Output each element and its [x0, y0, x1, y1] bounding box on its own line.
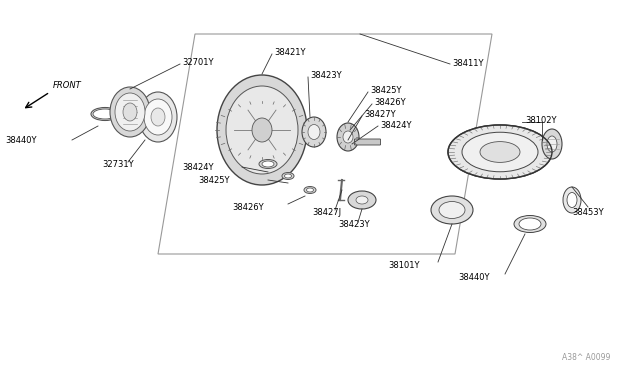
- Ellipse shape: [304, 186, 316, 193]
- Text: 38427J: 38427J: [312, 208, 341, 217]
- Ellipse shape: [431, 196, 473, 224]
- Ellipse shape: [110, 87, 150, 137]
- Text: 38102Y: 38102Y: [525, 115, 557, 125]
- Text: 32731Y: 32731Y: [102, 160, 134, 169]
- Ellipse shape: [91, 108, 119, 121]
- FancyBboxPatch shape: [355, 139, 381, 145]
- Ellipse shape: [217, 75, 307, 185]
- Ellipse shape: [567, 192, 577, 208]
- Ellipse shape: [542, 129, 562, 159]
- Text: 38411Y: 38411Y: [452, 58, 483, 67]
- Ellipse shape: [93, 109, 117, 119]
- Ellipse shape: [439, 202, 465, 218]
- Ellipse shape: [115, 93, 145, 131]
- Text: 38424Y: 38424Y: [182, 163, 214, 171]
- Text: 38421Y: 38421Y: [274, 48, 305, 57]
- Text: FRONT: FRONT: [53, 81, 82, 90]
- Ellipse shape: [139, 92, 177, 142]
- Text: 38440Y: 38440Y: [458, 273, 490, 282]
- Text: 38425Y: 38425Y: [370, 86, 401, 94]
- Ellipse shape: [448, 125, 552, 179]
- Ellipse shape: [480, 142, 520, 163]
- Text: 38426Y: 38426Y: [374, 97, 406, 106]
- Ellipse shape: [252, 118, 272, 142]
- Ellipse shape: [348, 191, 376, 209]
- Text: 38423Y: 38423Y: [310, 71, 342, 80]
- Ellipse shape: [514, 215, 546, 232]
- Ellipse shape: [282, 173, 294, 180]
- Ellipse shape: [563, 187, 581, 213]
- Ellipse shape: [308, 125, 320, 140]
- Text: 38453Y: 38453Y: [572, 208, 604, 217]
- Ellipse shape: [343, 131, 353, 143]
- Ellipse shape: [307, 188, 314, 192]
- Text: 38425Y: 38425Y: [198, 176, 230, 185]
- Text: 38426Y: 38426Y: [232, 202, 264, 212]
- Ellipse shape: [462, 132, 538, 172]
- Ellipse shape: [356, 196, 368, 204]
- Text: 38423Y: 38423Y: [338, 219, 370, 228]
- Text: A38^ A0099: A38^ A0099: [562, 353, 610, 362]
- Ellipse shape: [262, 161, 274, 167]
- Text: 38424Y: 38424Y: [380, 121, 412, 129]
- Ellipse shape: [285, 174, 291, 178]
- Ellipse shape: [151, 108, 165, 126]
- Ellipse shape: [302, 117, 326, 147]
- Text: 38101Y: 38101Y: [388, 260, 419, 269]
- Text: 38427Y: 38427Y: [364, 109, 396, 119]
- Text: 32701Y: 32701Y: [182, 58, 214, 67]
- Ellipse shape: [519, 218, 541, 230]
- Text: 38440Y: 38440Y: [5, 135, 36, 144]
- Ellipse shape: [123, 103, 137, 121]
- Ellipse shape: [144, 99, 172, 135]
- Ellipse shape: [547, 136, 557, 152]
- Ellipse shape: [337, 123, 359, 151]
- Ellipse shape: [226, 86, 298, 174]
- Ellipse shape: [259, 160, 277, 169]
